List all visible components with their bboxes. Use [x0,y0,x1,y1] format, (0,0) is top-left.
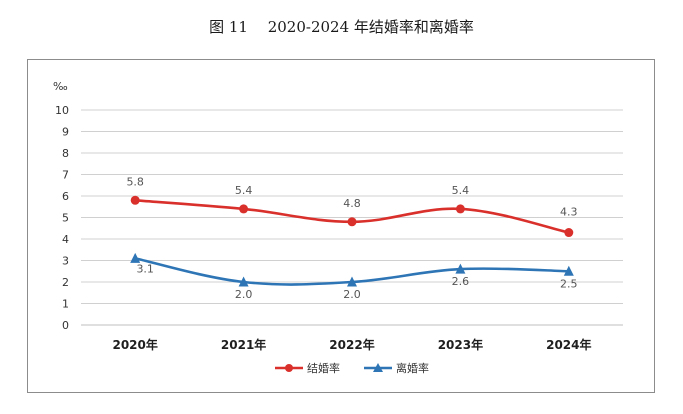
legend-marker-1 [373,363,383,372]
chart-title: 图 11 2020-2024 年结婚率和离婚率 [209,18,474,36]
data-label-1-1: 2.0 [235,288,253,301]
y-tick-2: 2 [62,276,69,289]
x-tick-3: 2023年 [438,337,483,352]
data-label-1-4: 2.5 [560,277,578,290]
point-1-2 [347,276,357,287]
y-tick-8: 8 [62,147,69,160]
series-lines: 5.8 5.4 4.8 5.4 4.3 3.1 2.0 2.0 2.6 2.5 [126,175,577,301]
x-tick-2: 2022年 [329,337,374,352]
point-0-1 [239,204,249,214]
y-tick-5: 5 [62,212,69,225]
point-1-3 [455,263,466,274]
data-label-1-0: 3.1 [136,262,154,275]
y-tick-1: 1 [62,298,69,311]
y-tick-3: 3 [62,255,69,268]
data-label-0-1: 5.4 [235,184,253,197]
y-axis-ticks: 0 1 2 3 4 5 6 7 8 9 10 [55,104,69,332]
point-1-0 [130,252,141,263]
x-tick-4: 2024年 [546,337,591,352]
chart-frame: 0 1 2 3 4 5 6 7 8 9 10 ‰ 2020年 2021年 2022年 2023年 2024年… [27,59,655,393]
legend: 结婚率 离婚率 [275,361,429,375]
y-axis-unit: ‰ [53,80,68,93]
point-0-4 [564,228,574,238]
legend-label-0: 结婚率 [307,361,340,375]
y-tick-6: 6 [62,190,69,203]
point-0-2 [347,217,357,227]
y-tick-9: 9 [62,126,69,139]
y-tick-7: 7 [62,169,69,182]
data-label-1-3: 2.6 [452,275,470,288]
x-tick-1: 2021年 [221,337,266,352]
x-axis-ticks: 2020年 2021年 2022年 2023年 2024年 [112,337,591,352]
data-label-0-3: 5.4 [452,184,470,197]
point-0-3 [455,204,465,214]
y-tick-4: 4 [62,233,69,246]
legend-marker-0 [285,364,293,372]
line-chart: 0 1 2 3 4 5 6 7 8 9 10 ‰ 2020年 2021年 2022年 2023年 2024年… [53,80,623,375]
data-label-0-2: 4.8 [343,197,361,210]
data-label-0-0: 5.8 [126,175,144,188]
data-label-1-2: 2.0 [343,288,361,301]
point-1-1 [238,276,249,287]
point-0-0 [130,195,140,205]
x-tick-0: 2020年 [112,337,157,352]
point-1-4 [563,265,574,276]
data-label-0-4: 4.3 [560,206,578,219]
y-tick-0: 0 [62,319,69,332]
legend-label-1: 离婚率 [396,361,429,375]
y-tick-10: 10 [55,104,69,117]
